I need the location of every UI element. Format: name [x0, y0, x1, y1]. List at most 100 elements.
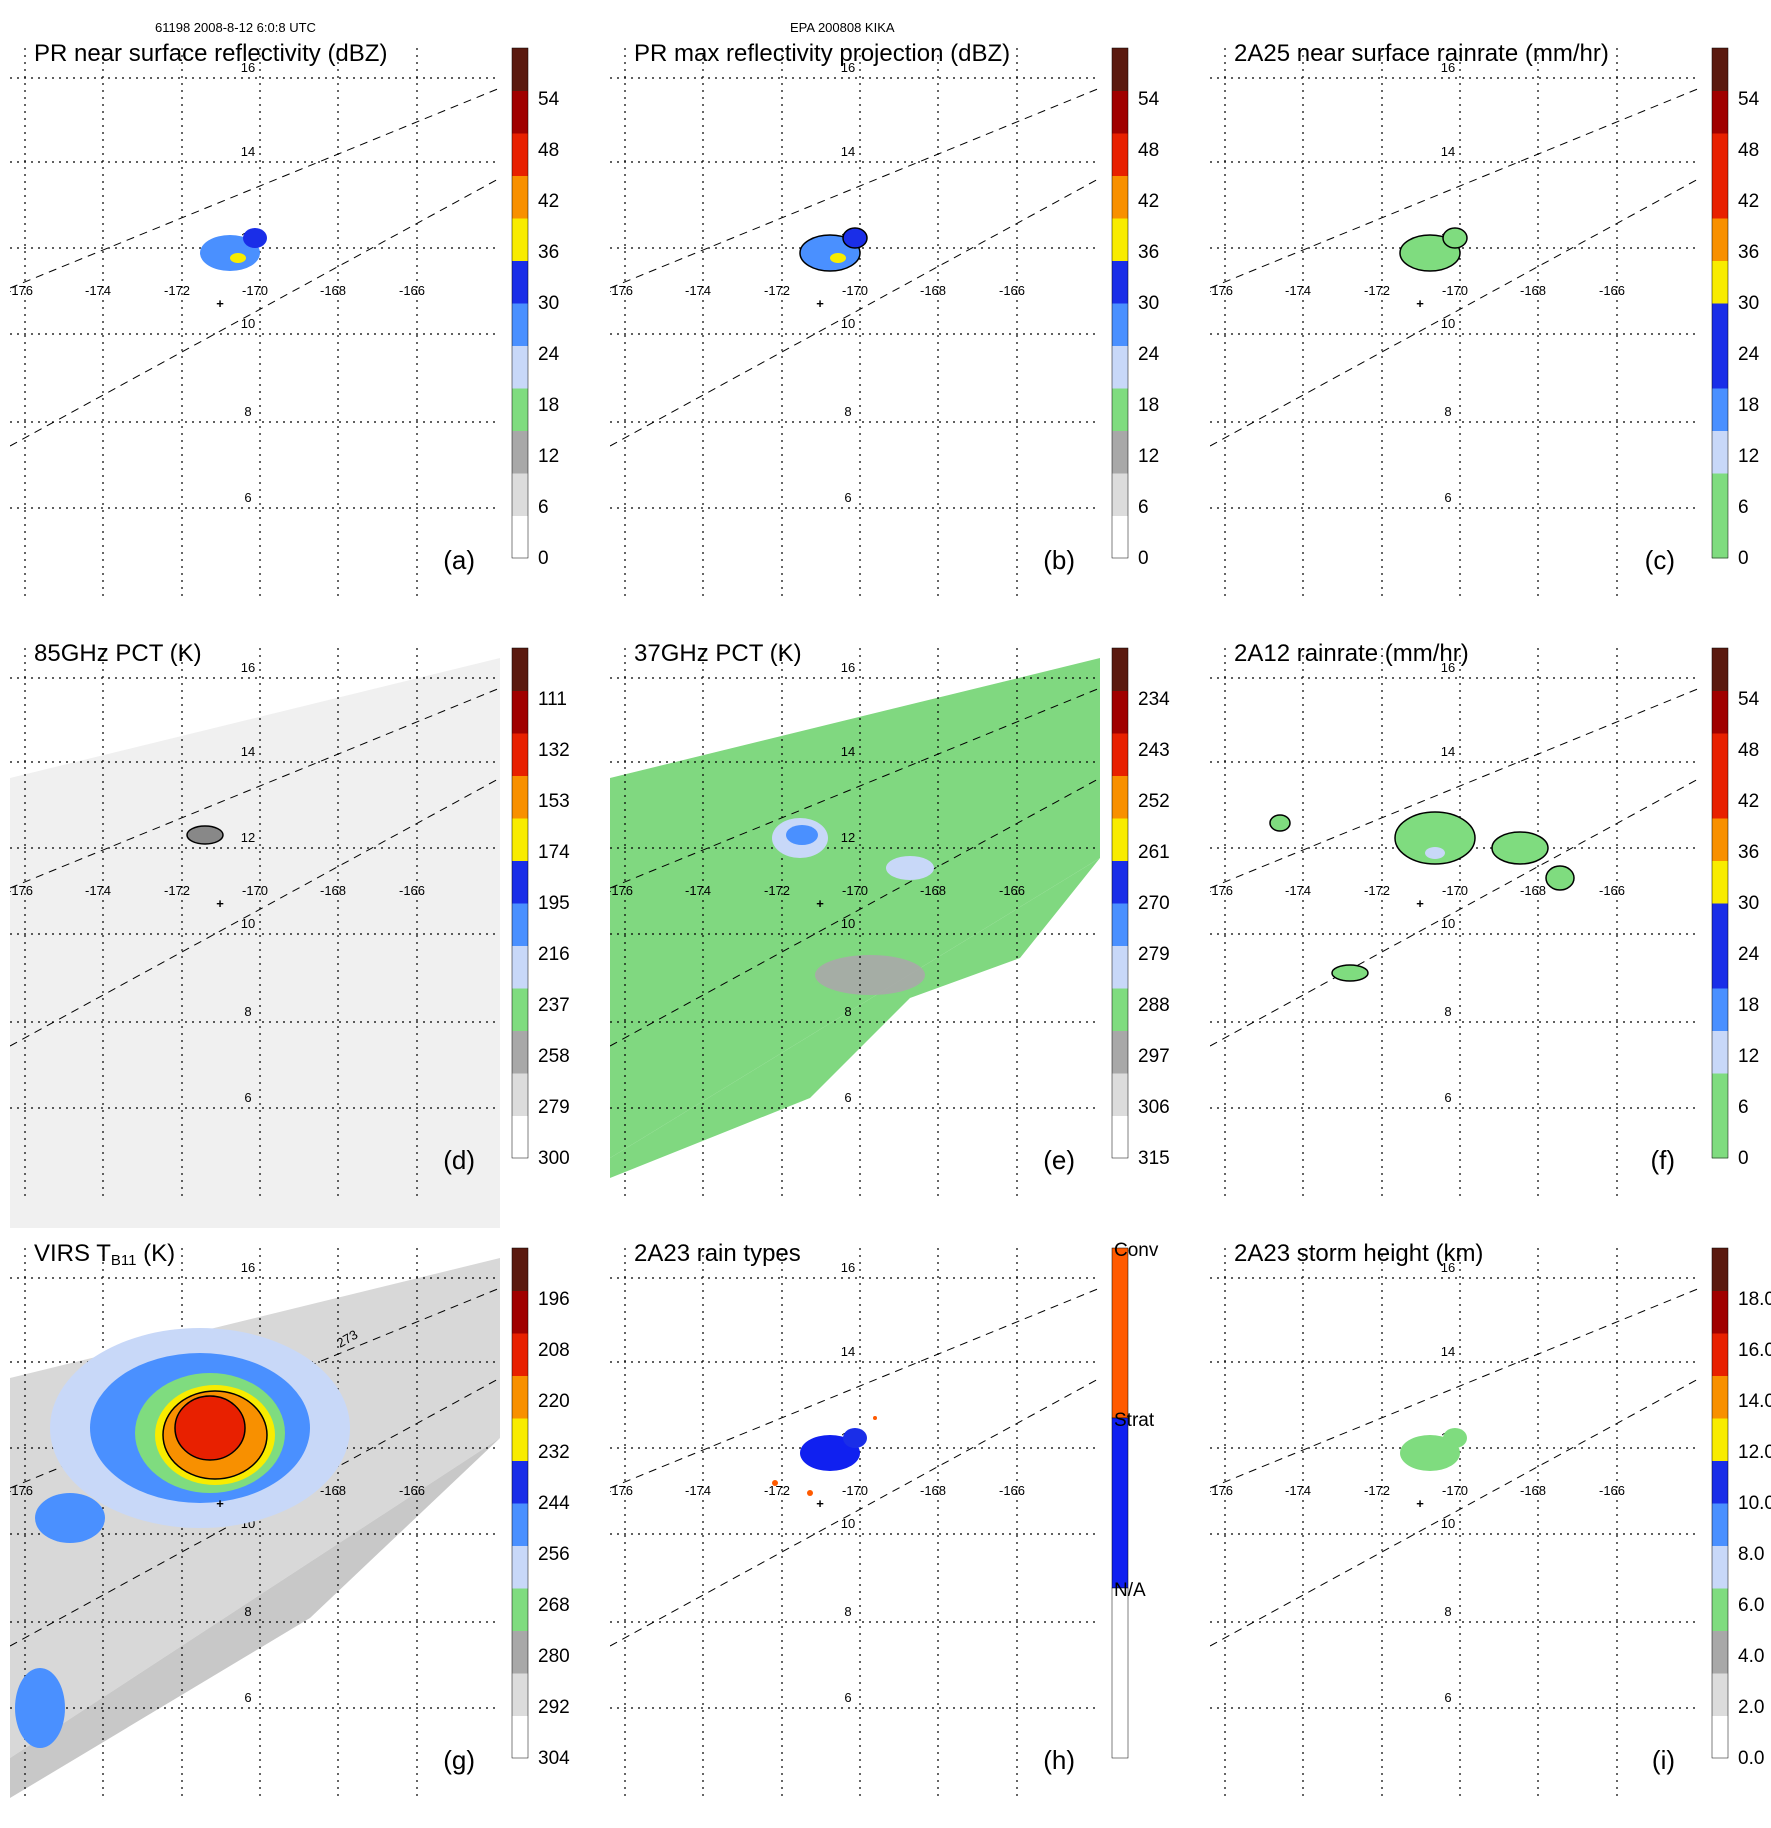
swath-edge-line: [610, 777, 1101, 1047]
colorbar-tick-label: 30: [1138, 293, 1159, 314]
colorbar-segment: [1712, 1248, 1728, 1291]
panel-d: -176 -174 -172 -170 -168 -166 16 14 12 10 8 6 +111 13…: [10, 638, 595, 1228]
lon-tick-label: -174: [85, 883, 111, 898]
lat-tick-label: 14: [241, 744, 255, 759]
lon-tick-label: -168: [320, 883, 346, 898]
lat-tick-label: 16: [841, 60, 855, 75]
swath-background: [610, 858, 1100, 1178]
swath-edge-line: [610, 687, 1101, 889]
colorbar-frame: [511, 647, 529, 1159]
lon-tick-label: -176: [10, 283, 33, 298]
colorbar-segment: [512, 1290, 528, 1334]
colorbar-tick-label: 48: [1138, 140, 1159, 161]
rain-feature: [15, 1668, 65, 1748]
lat-tick-label: 6: [244, 1090, 251, 1105]
colorbar-tick-label: 111: [538, 689, 567, 710]
title-subscript: B11: [110, 1252, 137, 1269]
colorbar-tick-label: 174: [538, 842, 570, 863]
lon-tick-label: -166: [999, 883, 1025, 898]
lat-tick-label: 16: [241, 660, 255, 675]
colorbar-segment: [1712, 1545, 1728, 1589]
storm-center-marker: +: [1416, 296, 1424, 311]
lat-tick-label: 16: [1441, 60, 1455, 75]
colorbar-tick-label: 18.0: [1738, 1289, 1771, 1310]
colorbar-tick-label: 244: [538, 1493, 570, 1514]
swath-edge-line: [1210, 777, 1701, 1047]
lon-tick-label: -170: [1442, 283, 1468, 298]
colorbar-segment: [1712, 775, 1728, 819]
lon-tick-label: -166: [399, 1483, 425, 1498]
colorbar-tick-label: 2.0: [1738, 1697, 1764, 1718]
panel-title: VIRS TB11 (K): [34, 1240, 175, 1269]
panel-b: -176 -174 -172 -170 -168 -166 16 14 12 10 8 6 +54 48 4…: [610, 38, 1195, 628]
panel-title: 2A23 storm height (km): [1234, 1240, 1484, 1267]
colorbar-frame: [511, 47, 529, 559]
lon-tick-label: -166: [999, 1483, 1025, 1498]
lon-tick-label: -176: [1210, 283, 1233, 298]
panel-label: (g): [443, 1745, 475, 1775]
colorbar-segment: [1112, 1073, 1128, 1116]
colorbar-segment: [1712, 260, 1728, 304]
colorbar-tick-label: 12: [1138, 446, 1159, 467]
colorbar-segment: [1712, 648, 1728, 691]
colorbar-segment: [1112, 388, 1128, 431]
colorbar-tick-label: 48: [1738, 140, 1759, 161]
colorbar-tick-label: 300: [538, 1148, 570, 1169]
panel-label: (a): [443, 545, 475, 575]
colorbar-tick-label: 48: [538, 140, 559, 161]
panel-h: -176-174-172-170-168-1661614121086+ConvS…: [610, 1238, 1195, 1828]
lon-tick-label: -168: [920, 283, 946, 298]
lat-tick-label: 10: [1441, 916, 1455, 931]
panel-label: (d): [443, 1145, 475, 1175]
colorbar-tick-label: 24: [1738, 344, 1760, 365]
swath-edge-line: [1210, 177, 1701, 447]
colorbar-tick-label: 306: [1138, 1097, 1170, 1118]
lat-tick-label: 10: [1441, 1516, 1455, 1531]
colorbar-frame: [1711, 1247, 1729, 1759]
colorbar-segment: [512, 260, 528, 304]
lon-tick-label: -168: [320, 283, 346, 298]
colorbar-segment: [512, 1115, 528, 1159]
rain-feature: [230, 253, 246, 263]
lat-tick-label: 14: [841, 144, 855, 159]
lat-tick-label: 8: [844, 404, 851, 419]
lon-tick-label: -168: [320, 1483, 346, 1498]
lat-tick-label: 6: [844, 490, 851, 505]
swath-edge-line: [1210, 1287, 1701, 1489]
lon-tick-label: -168: [1520, 1483, 1546, 1498]
colorbar-frame: [511, 1247, 529, 1759]
rain-feature: [1425, 847, 1445, 859]
colorbar-segment: [1712, 1030, 1728, 1074]
storm-center-marker: +: [816, 896, 824, 911]
colorbar-tick-label: 6.0: [1738, 1595, 1764, 1616]
lat-tick-label: 6: [844, 1690, 851, 1705]
lat-tick-label: 8: [1444, 404, 1451, 419]
colorbar-segment: [512, 1030, 528, 1074]
storm-center-marker: +: [216, 296, 224, 311]
colorbar-segment: [1712, 860, 1728, 904]
colorbar-segment: [1112, 473, 1128, 516]
colorbar-segment: [1112, 1115, 1128, 1159]
rain-feature: [886, 856, 934, 880]
lat-tick-label: 14: [1441, 1344, 1455, 1359]
storm-center-marker: +: [816, 296, 824, 311]
map-i: -176-174-172-170-168-1661614121086+18.01…: [1210, 1247, 1771, 1798]
lat-tick-label: 10: [1441, 316, 1455, 331]
colorbar-segment: [512, 133, 528, 176]
colorbar-segment: [1712, 515, 1728, 559]
storm-header: EPA 200808 KIKA: [790, 20, 895, 35]
swath-edge-line: [1210, 87, 1701, 289]
lon-tick-label: -166: [399, 283, 425, 298]
colorbar-segment: [1112, 860, 1128, 904]
colorbar-tick-label: 24: [538, 344, 560, 365]
colorbar-tick-label: 42: [1738, 191, 1759, 212]
panel-title: 2A12 rainrate (mm/hr): [1234, 640, 1469, 667]
lon-tick-label: -174: [1285, 883, 1311, 898]
lon-tick-label: -170: [842, 883, 868, 898]
colorbar-segment: [512, 818, 528, 861]
lat-tick-label: 16: [1441, 660, 1455, 675]
colorbar-tick-label: 304: [538, 1748, 570, 1769]
colorbar-segment: [512, 345, 528, 389]
colorbar-segment: [512, 48, 528, 91]
colorbar-segment: [1111, 1587, 1129, 1759]
